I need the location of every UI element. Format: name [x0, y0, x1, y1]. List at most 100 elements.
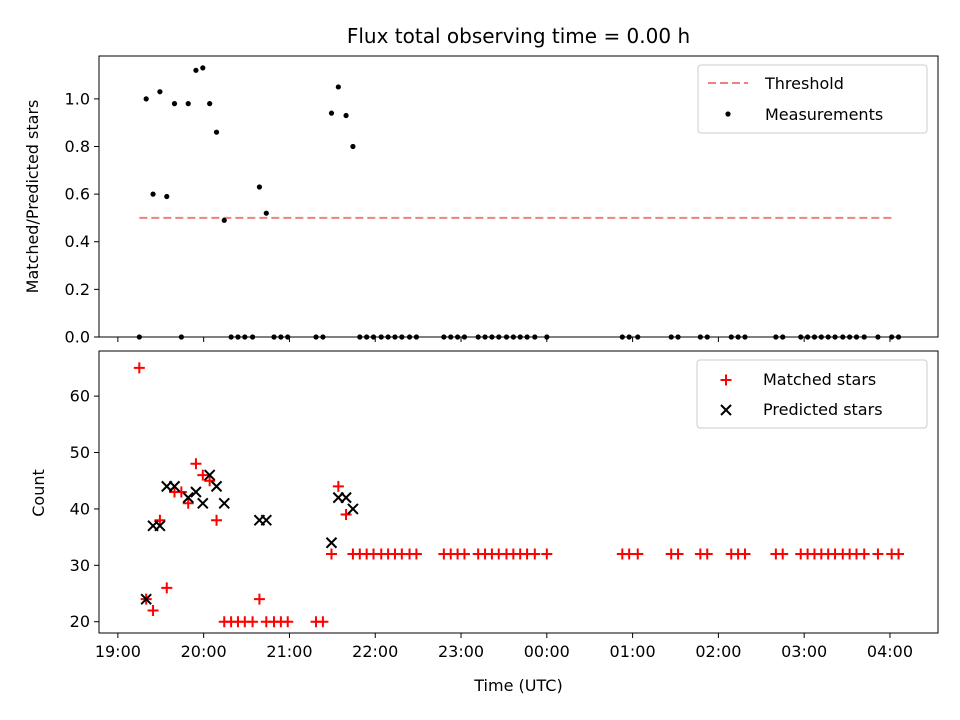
matched-star-point — [777, 548, 789, 560]
measurement-point — [213, 129, 220, 135]
legend-measurement-swatch — [725, 111, 731, 117]
matched-star-point — [211, 514, 223, 526]
y-tick-label: 0.6 — [65, 185, 90, 204]
y-tick-label: 0.8 — [65, 137, 90, 156]
y-tick-label: 40 — [70, 499, 90, 518]
x-tick-label: 00:00 — [524, 642, 570, 661]
matched-star-point — [458, 548, 470, 560]
legend-threshold-label: Threshold — [764, 74, 844, 93]
legend-predicted-label: Predicted stars — [763, 400, 883, 419]
measurement-point — [150, 191, 156, 197]
matched-star-point — [872, 548, 884, 560]
predicted-star-point — [210, 480, 223, 493]
x-tick-label: 20:00 — [181, 642, 227, 661]
top-panel: 0.0 0.2 0.4 0.6 0.8 1.0 — [65, 55, 939, 347]
matched-star-point — [253, 593, 265, 605]
measurement-point — [328, 110, 335, 116]
measurement-point — [157, 89, 163, 95]
measurement-point — [343, 112, 349, 119]
x-tick-label: 22:00 — [352, 642, 398, 661]
measurement-point — [185, 101, 191, 107]
matched-star-point — [154, 514, 166, 526]
matched-star-point — [204, 475, 216, 487]
matched-star-point — [175, 486, 187, 498]
x-tick-label: 02:00 — [695, 642, 741, 661]
matched-star-point — [282, 616, 294, 628]
legend-box — [697, 64, 928, 134]
measurement-point — [256, 184, 263, 190]
predicted-star-point — [154, 520, 166, 532]
matched-star-point — [197, 469, 209, 481]
measurement-point — [335, 84, 341, 90]
measurement-point — [143, 96, 149, 102]
legend-matched-swatch — [720, 374, 732, 386]
legend-measurement-label: Measurements — [765, 105, 883, 124]
axes-frame — [98, 350, 939, 634]
measurement-point — [350, 143, 356, 150]
predicted-star-point — [347, 503, 359, 515]
predicted-star-point — [197, 497, 209, 509]
measurement-point — [221, 217, 227, 223]
matched-star-point — [858, 548, 870, 560]
matched-star-point — [541, 548, 553, 560]
matched-star-point — [325, 548, 337, 560]
y-tick-label: 20 — [70, 612, 90, 631]
predicted-star-point — [182, 491, 194, 504]
matched-star-point — [529, 548, 541, 560]
predicted-star-point — [260, 514, 272, 526]
measurement-point — [263, 210, 269, 216]
bottom-panel: 20 30 40 50 60 19:00 20:00 21:00 22:00 23:00 00:00… — [70, 350, 939, 661]
matched-star-point — [332, 480, 344, 492]
predicted-star-point — [218, 497, 230, 509]
x-tick-label: 04:00 — [867, 642, 913, 661]
top-y-axis-label: Matched/Predicted stars — [23, 100, 42, 294]
measurement-point — [207, 101, 213, 107]
measurement-point — [193, 67, 199, 73]
y-tick-label: 60 — [70, 387, 90, 406]
x-tick-label: 03:00 — [781, 642, 827, 661]
matched-star-point — [893, 548, 905, 560]
matched-star-point — [701, 548, 713, 560]
y-tick-label: 50 — [70, 443, 90, 462]
measurement-point — [164, 193, 170, 200]
x-tick-label: 19:00 — [95, 642, 141, 661]
chart-title: Flux total observing time = 0.00 h — [347, 24, 690, 48]
matched-star-point — [739, 548, 751, 560]
matched-star-point — [147, 604, 159, 616]
bottom-y-axis-label: Count — [29, 469, 48, 517]
legend-predicted-swatch — [720, 404, 732, 416]
predicted-star-point — [325, 537, 338, 549]
matched-star-point — [182, 497, 194, 509]
y-tick-label: 0.4 — [65, 232, 90, 251]
x-tick-label: 23:00 — [438, 642, 484, 661]
matched-star-point — [190, 458, 202, 470]
predicted-star-point — [168, 480, 181, 493]
matched-star-point — [161, 582, 173, 594]
predicted-star-point — [203, 469, 216, 481]
predicted-star-point — [190, 486, 202, 498]
matched-star-point — [340, 509, 352, 521]
matched-star-point — [317, 616, 329, 628]
y-tick-label: 0.0 — [65, 328, 90, 347]
top-legend: Threshold Measurements — [697, 64, 928, 134]
y-tick-label: 0.2 — [65, 280, 90, 299]
matched-star-point — [247, 616, 259, 628]
predicted-star-point — [140, 593, 152, 605]
legend-matched-label: Matched stars — [763, 370, 876, 389]
legend-box — [696, 359, 928, 429]
bottom-legend: Matched stars Predicted stars — [696, 359, 928, 429]
matched-star-point — [632, 548, 644, 560]
matched-star-point — [672, 548, 684, 560]
matched-star-point — [410, 548, 422, 560]
axes-frame — [98, 55, 939, 338]
measurement-point — [200, 65, 206, 71]
x-tick-label: 21:00 — [266, 642, 312, 661]
bottom-x-axis-label: Time (UTC) — [473, 676, 562, 695]
predicted-star-point — [340, 491, 352, 504]
x-tick-label: 01:00 — [610, 642, 656, 661]
y-tick-label: 1.0 — [65, 89, 90, 108]
matched-star-point — [133, 362, 145, 374]
measurement-point — [171, 101, 178, 107]
y-tick-label: 30 — [70, 556, 90, 575]
